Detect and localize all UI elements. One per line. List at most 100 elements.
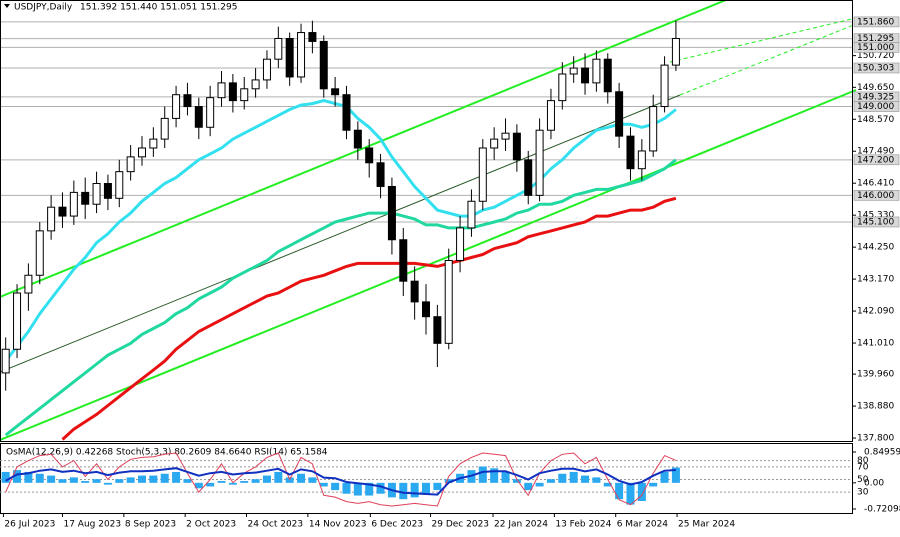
osma-bar — [274, 471, 283, 483]
level-label-box — [853, 62, 900, 74]
oscillator-panel-border — [0, 443, 853, 514]
candle-body — [138, 147, 146, 158]
osma-bar — [501, 471, 510, 483]
osma-bar — [308, 477, 317, 483]
osma-bar — [35, 473, 44, 483]
osma-bar — [103, 482, 112, 485]
level-label-box — [853, 101, 900, 112]
level-label-box — [853, 42, 900, 53]
candle-body — [433, 316, 442, 344]
osma-bar — [365, 482, 374, 496]
candle-body — [69, 191, 78, 217]
y2-tick-label: 70 — [857, 462, 869, 472]
osma-bar — [13, 470, 22, 483]
level-label: 151.860 — [857, 17, 894, 27]
osma-bar — [183, 479, 192, 483]
candle-body — [353, 129, 362, 149]
oscillator-line — [5, 452, 677, 507]
osma-bar — [217, 481, 226, 483]
y-tick-label: 145.330 — [857, 211, 894, 221]
candle-body — [490, 138, 499, 149]
channel-upper — [0, 0, 727, 298]
candle-body — [35, 230, 44, 276]
y-tick-label: 144.250 — [857, 243, 894, 253]
candle-body — [262, 58, 271, 81]
candle-body — [456, 227, 465, 261]
osma-bar — [615, 482, 624, 500]
osma-bar — [535, 482, 544, 487]
y-tick-label: 147.490 — [857, 147, 894, 157]
candle-body — [581, 67, 590, 84]
osma-bar — [115, 479, 124, 483]
y-tick-label: 138.880 — [857, 402, 894, 412]
level-label-box — [853, 154, 900, 166]
osma-bar — [422, 482, 430, 494]
candle-body — [228, 82, 237, 102]
y2-tick-label: 80 — [857, 456, 869, 466]
osma-bar — [649, 482, 658, 487]
level-label: 146.000 — [857, 191, 894, 201]
candle-body — [558, 73, 567, 102]
level-label-box — [853, 16, 900, 28]
candle-body — [592, 58, 601, 84]
candle-body — [626, 135, 635, 170]
x-tick-label: 14 Nov 2023 — [309, 520, 367, 530]
osma-bar — [262, 475, 271, 483]
level-label: 151.295 — [857, 34, 894, 44]
candle-body — [217, 82, 226, 99]
moving-average — [4, 99, 677, 363]
osma-bar — [160, 473, 169, 483]
osma-bar — [444, 479, 453, 483]
y-tick-label: 149.650 — [857, 83, 894, 93]
level-label-box — [853, 216, 900, 228]
osma-bar — [558, 473, 567, 483]
candle-body — [387, 185, 396, 241]
candle-body — [58, 206, 67, 217]
y-tick-label: 137.800 — [857, 434, 894, 444]
candle-body — [422, 301, 430, 318]
x-tick-label: 29 Dec 2023 — [432, 520, 490, 530]
y-tick-label: 139.960 — [857, 370, 894, 380]
menu-arrow[interactable] — [4, 4, 10, 8]
osma-bar — [637, 482, 646, 501]
candle-body — [478, 147, 487, 202]
osma-bar — [524, 482, 533, 491]
candle-body — [206, 97, 215, 128]
y-tick-label: 141.010 — [857, 339, 894, 349]
osma-bar — [194, 482, 203, 489]
candle-body — [410, 280, 419, 303]
osma-bar — [410, 482, 419, 498]
y-tick-label: 0.00 — [864, 478, 884, 488]
chart-title: USDJPY,Daily — [14, 3, 73, 13]
x-tick-label: 2 Oct 2023 — [186, 520, 236, 530]
candle-body — [671, 37, 680, 66]
candle-body — [1, 348, 10, 374]
candle-body — [81, 191, 90, 205]
osma-bar — [433, 482, 442, 491]
x-tick-label: 13 Feb 2024 — [555, 520, 611, 530]
osma-bar — [228, 482, 237, 485]
osma-bar — [1, 471, 10, 483]
osma-bar — [569, 471, 578, 483]
osma-bar — [626, 482, 635, 505]
osma-bar — [660, 471, 669, 483]
candle-body — [376, 162, 385, 187]
candle-body — [160, 117, 169, 140]
osma-bar — [546, 479, 555, 483]
osma-bar — [92, 479, 101, 483]
candle-body — [251, 79, 260, 90]
osma-bar — [603, 482, 612, 487]
candle-body — [444, 259, 453, 344]
osma-bar — [399, 482, 408, 500]
candle-body — [569, 67, 578, 75]
candle-body — [331, 88, 340, 96]
candle-body — [126, 156, 135, 173]
candle-body — [13, 292, 22, 350]
candle-body — [115, 171, 124, 199]
osma-bar — [353, 482, 362, 496]
level-label: 149.000 — [857, 102, 894, 112]
channel-mid — [0, 94, 681, 373]
x-tick-label: 24 Oct 2023 — [248, 520, 304, 530]
osma-bar — [478, 466, 487, 483]
